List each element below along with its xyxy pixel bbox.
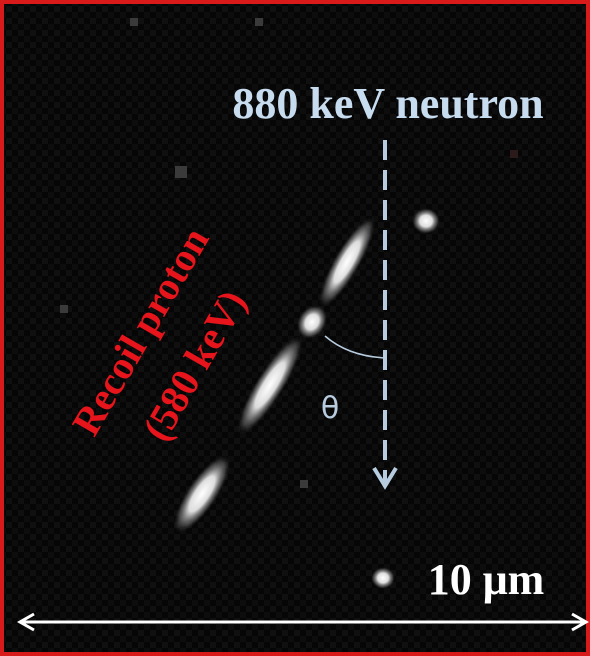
- neutron-label: 880 keV neutron: [232, 79, 543, 128]
- page: {"annotations": {"neutron": "880 keV neu…: [0, 0, 590, 656]
- angle-label: θ: [321, 391, 339, 426]
- scale-label: 10 μm: [428, 555, 545, 604]
- bright-spot: [412, 208, 440, 234]
- micrograph: θ 880 keV neutron Recoil proton (580 keV…: [0, 0, 590, 656]
- bright-spot: [371, 567, 395, 589]
